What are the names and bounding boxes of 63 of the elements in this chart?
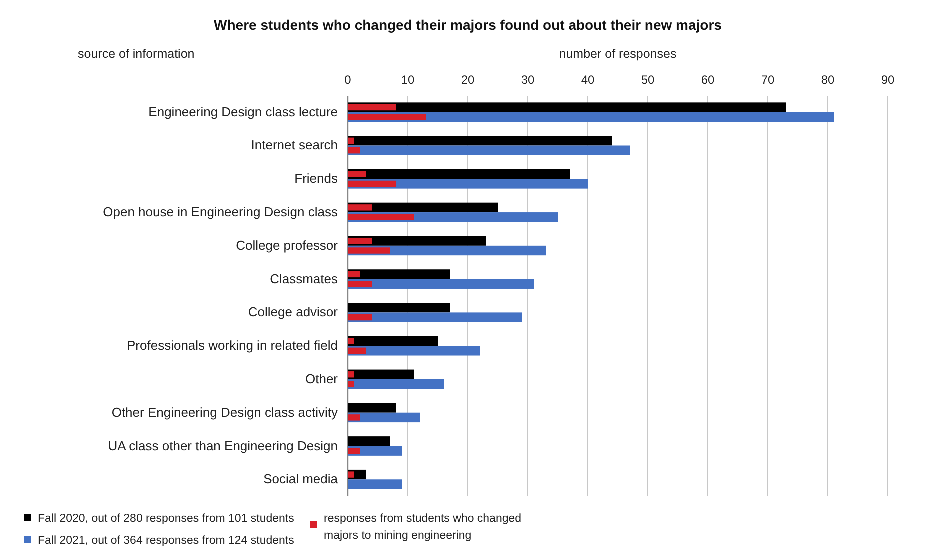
bar bbox=[348, 370, 414, 380]
x-tick-label: 50 bbox=[641, 73, 655, 87]
bar bbox=[348, 348, 366, 354]
bar bbox=[348, 271, 360, 278]
y-tick-label: College advisor bbox=[248, 304, 339, 320]
legend-label: Fall 2021, out of 364 responses from 124 students bbox=[38, 535, 295, 547]
bar bbox=[348, 204, 372, 211]
bar bbox=[348, 270, 450, 280]
bar bbox=[348, 381, 354, 388]
y-tick-label: Classmates bbox=[270, 271, 338, 286]
bar bbox=[348, 102, 786, 112]
y-tick-label: Open house in Engineering Design class bbox=[103, 204, 338, 220]
bar bbox=[348, 336, 438, 346]
y-tick-label: UA class other than Engineering Design bbox=[108, 438, 338, 454]
bar bbox=[348, 281, 372, 288]
bar bbox=[348, 346, 480, 356]
x-tick-label: 80 bbox=[821, 73, 835, 87]
bar bbox=[348, 379, 444, 390]
y-tick-label: Other Engineering Design class activity bbox=[112, 404, 338, 420]
bar bbox=[348, 169, 570, 180]
bar bbox=[348, 480, 402, 490]
bar bbox=[348, 171, 366, 178]
y-tick-label: Friends bbox=[294, 171, 338, 186]
bar bbox=[348, 136, 612, 146]
bar bbox=[348, 214, 414, 220]
y-tick-label: Engineering Design class lecture bbox=[148, 104, 338, 120]
x-tick-label: 90 bbox=[881, 73, 895, 87]
bar bbox=[348, 403, 396, 413]
bar bbox=[348, 448, 360, 454]
bar bbox=[348, 338, 354, 344]
bar bbox=[348, 104, 396, 111]
bar bbox=[348, 303, 450, 313]
x-tick-label: 10 bbox=[401, 73, 415, 87]
y-tick-label: Social media bbox=[264, 472, 339, 487]
x-tick-label: 20 bbox=[461, 73, 475, 87]
bar bbox=[348, 279, 534, 289]
legend-label: responses from students who changed majors to mining engineering bbox=[324, 513, 522, 542]
y-tick-label: College professor bbox=[236, 238, 339, 253]
bar bbox=[348, 414, 360, 421]
bar bbox=[348, 114, 426, 120]
chart-title: Where students who changed their majors found out about their new majors bbox=[214, 17, 722, 33]
y-tick-label: Professionals working in related field bbox=[127, 338, 338, 354]
bar bbox=[348, 436, 390, 446]
legend-label: Fall 2020, out of 280 responses from 101 students bbox=[38, 513, 295, 525]
bar bbox=[348, 248, 390, 254]
bar bbox=[348, 238, 372, 244]
bar bbox=[348, 472, 354, 478]
bar bbox=[348, 372, 354, 378]
bar bbox=[348, 180, 396, 188]
bar bbox=[348, 138, 354, 144]
bar bbox=[348, 312, 522, 322]
x-tick-label: 0 bbox=[344, 73, 352, 87]
y-tick-label: Internet search bbox=[251, 138, 338, 153]
bar bbox=[348, 314, 372, 321]
bar bbox=[348, 147, 360, 154]
x-tick-label: 60 bbox=[701, 73, 715, 87]
y-axis-title: source of information bbox=[78, 47, 195, 61]
y-tick-label: Other bbox=[305, 371, 339, 386]
x-tick-label: 40 bbox=[581, 73, 595, 87]
x-axis-title: number of responses bbox=[559, 47, 677, 61]
x-tick-label: 70 bbox=[761, 73, 775, 87]
bar bbox=[348, 146, 630, 156]
x-tick-label: 30 bbox=[521, 73, 535, 87]
